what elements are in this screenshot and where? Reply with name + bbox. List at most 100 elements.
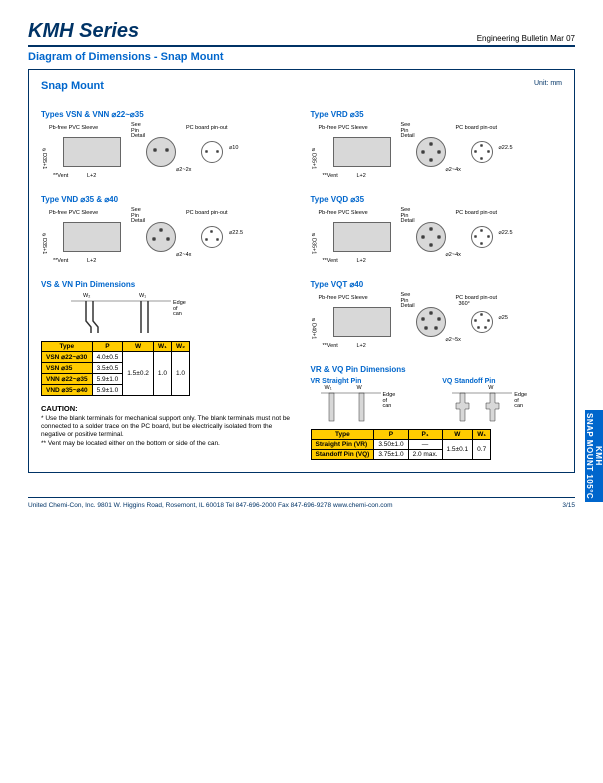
td-w1: 0.7 xyxy=(473,440,491,460)
left-column: Types VSN & VNN ⌀22~⌀35 Pb-free PVC Slee… xyxy=(41,100,293,460)
label-w1: W₁ xyxy=(139,293,146,299)
td: Standoff Pin (VQ) xyxy=(311,450,374,460)
cap-body xyxy=(333,307,391,337)
hole xyxy=(216,238,219,241)
label-d: ⌀D40+1 xyxy=(311,317,317,339)
label-edge: Edge of can xyxy=(173,301,186,318)
hole xyxy=(480,229,483,232)
td: 5.9±1.0 xyxy=(92,385,123,396)
label-pcb: PC board pin-out xyxy=(186,210,228,216)
label-vent: **Vent xyxy=(53,258,68,264)
td: 3.50±1.0 xyxy=(374,440,408,450)
label-phi2: ⌀22.5 xyxy=(499,230,513,236)
dimtable-left: Type P W W₁ W₂ VSN ⌀22~⌀30 4.0±0.5 1.5±0… xyxy=(41,341,190,396)
th-type: Type xyxy=(42,342,93,352)
pin-dot xyxy=(421,150,425,154)
label-pcb: PC board pin-out xyxy=(186,125,228,131)
panel-title: Snap Mount xyxy=(41,80,562,92)
th-w: W xyxy=(123,342,154,352)
label-phi2: ⌀10 xyxy=(229,145,238,151)
pin-dot xyxy=(153,148,157,152)
hole xyxy=(480,157,483,160)
label-phi1: ⌀2~4x xyxy=(176,252,191,258)
pin-dot xyxy=(424,326,428,330)
hole xyxy=(210,230,213,233)
td: VND ⌀35~⌀40 xyxy=(42,385,93,396)
td: VNN ⌀22~⌀35 xyxy=(42,374,93,385)
hole xyxy=(480,313,483,316)
footer-page: 3/15 xyxy=(562,502,575,509)
label-l: L+2 xyxy=(357,258,366,264)
label-phi1: ⌀2~4x xyxy=(446,167,461,173)
pcb-circle xyxy=(201,141,223,163)
bulletin-date: Engineering Bulletin Mar 07 xyxy=(477,34,575,43)
label-pcb: PC board pin-out xyxy=(456,125,498,131)
td: VSN ⌀22~⌀30 xyxy=(42,352,93,363)
label-w: W xyxy=(357,385,362,391)
td-w1: 1.0 xyxy=(153,352,171,396)
vr-title: VR Straight Pin xyxy=(311,378,431,385)
hole xyxy=(216,150,219,153)
end-circle xyxy=(146,222,176,252)
caution-l1: * Use the blank terminals for mechanical… xyxy=(41,415,293,438)
hole xyxy=(474,319,477,322)
label-vent: **Vent xyxy=(53,173,68,179)
end-circle xyxy=(146,137,176,167)
td: 3.5±0.5 xyxy=(92,363,123,374)
hole xyxy=(487,319,490,322)
diagram-vqd: Pb-free PVC Sleeve See Pin Detail PC boa… xyxy=(311,208,563,270)
label-edge: Edge of can xyxy=(383,393,396,410)
pcb-circle xyxy=(471,141,493,163)
section-title: Diagram of Dimensions - Snap Mount xyxy=(28,51,575,63)
block-title-vs-vn-pin: VS & VN Pin Dimensions xyxy=(41,280,293,289)
pin-dot xyxy=(421,235,425,239)
th: Type xyxy=(311,430,374,440)
td: 4.0±0.5 xyxy=(92,352,123,363)
pcb-circle xyxy=(201,226,223,248)
th: P xyxy=(374,430,408,440)
pin-dot xyxy=(429,311,433,315)
label-vent: **Vent xyxy=(323,343,338,349)
block-title-vrd: Type VRD ⌀35 xyxy=(311,110,563,119)
th: W₁ xyxy=(473,430,491,440)
diagram-vrd: Pb-free PVC Sleeve See Pin Detail PC boa… xyxy=(311,123,563,185)
block-title-vsn-vnn: Types VSN & VNN ⌀22~⌀35 xyxy=(41,110,293,119)
td: 3.75±1.0 xyxy=(374,450,408,460)
label-phi1: ⌀2~4x xyxy=(446,252,461,258)
diagram-vsn-vnn: Pb-free PVC Sleeve See Pin Detail PC boa… xyxy=(41,123,293,185)
th-w2: W₂ xyxy=(171,342,189,352)
dimtable-right: Type P P₁ W W₁ Straight Pin (VR) 3.50±1.… xyxy=(311,429,492,460)
td: 5.9±1.0 xyxy=(92,374,123,385)
pin-dot xyxy=(165,148,169,152)
diagram-vr-pin: W₁ W Edge of can xyxy=(311,387,431,423)
label-pindetail: See Pin Detail xyxy=(131,208,145,225)
cap-body xyxy=(333,137,391,167)
pin-dot xyxy=(434,326,438,330)
td: 2.0 max. xyxy=(408,450,442,460)
td: Straight Pin (VR) xyxy=(311,440,374,450)
label-w2: W₂ xyxy=(83,293,90,299)
side-tab: KMH SNAP MOUNT 105°C xyxy=(585,410,603,502)
label-d: ⌀D35+1 xyxy=(41,147,47,169)
pin-dot xyxy=(429,227,433,231)
right-column: Type VRD ⌀35 Pb-free PVC Sleeve See Pin … xyxy=(311,100,563,460)
label-sleeve: Pb-free PVC Sleeve xyxy=(319,295,368,301)
label-pindetail: See Pin Detail xyxy=(401,208,415,225)
pcb-circle xyxy=(471,226,493,248)
cap-body xyxy=(333,222,391,252)
label-sleeve: Pb-free PVC Sleeve xyxy=(319,210,368,216)
pin-dot xyxy=(152,237,156,241)
vq-title: VQ Standoff Pin xyxy=(442,378,562,385)
label-d: ⌀D35+1 xyxy=(311,147,317,169)
pin-dot xyxy=(437,235,441,239)
hole xyxy=(474,150,477,153)
pin-dot xyxy=(429,243,433,247)
label-sleeve: Pb-free PVC Sleeve xyxy=(49,210,98,216)
end-circle xyxy=(416,137,446,167)
td-w2: 1.0 xyxy=(171,352,189,396)
series-title: KMH Series xyxy=(28,20,139,43)
label-phi2: ⌀22.5 xyxy=(499,145,513,151)
block-title-vr-vq-pin: VR & VQ Pin Dimensions xyxy=(311,365,563,374)
label-deg: 360° xyxy=(459,301,470,307)
hole xyxy=(480,242,483,245)
